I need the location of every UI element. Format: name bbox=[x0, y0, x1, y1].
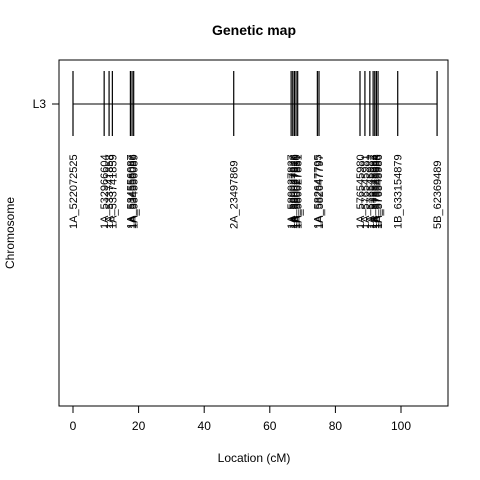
marker-label: 1A_532966604 bbox=[99, 154, 111, 229]
x-tick-label: 40 bbox=[198, 419, 212, 433]
x-tick-label: 20 bbox=[132, 419, 146, 433]
plot-frame bbox=[58, 59, 449, 407]
marker-label: 1A_576545982 bbox=[365, 154, 377, 229]
y-axis: L3 bbox=[33, 97, 59, 111]
marker-label: 1A_582647797 bbox=[314, 154, 326, 229]
x-tick-label: 100 bbox=[391, 419, 411, 433]
marker-ticks bbox=[72, 71, 438, 136]
marker-label: 1A_580027829 bbox=[289, 154, 301, 229]
marker-label: 1A_576545981 bbox=[360, 154, 372, 229]
marker-label: 1A_576545983 bbox=[368, 154, 380, 229]
marker-label: 1A_534556089 bbox=[129, 154, 141, 229]
chart-title: Genetic map bbox=[212, 22, 296, 38]
marker-labels: 1A_522072525 1A_5329666041A_5337418581A_5… bbox=[68, 154, 444, 229]
marker-label: 1B_633154879 bbox=[393, 154, 405, 229]
x-axis-title: Location (cM) bbox=[218, 451, 291, 465]
marker-label: 1A_582647795 bbox=[312, 154, 324, 229]
marker-label: 1A_580027828 bbox=[288, 154, 300, 229]
y-axis-title: Chromosome bbox=[3, 197, 17, 269]
x-axis: 0 20 40 60 80 100 bbox=[70, 405, 411, 433]
x-tick-label: 60 bbox=[263, 419, 277, 433]
marker-label: 5B_62369489 bbox=[432, 160, 444, 229]
marker-label: 1A_522072525 bbox=[68, 154, 80, 229]
marker-label: 1A_534556088 bbox=[127, 154, 139, 229]
marker-label: 1A_576545986 bbox=[373, 154, 385, 229]
marker-label: 1A_576545984 bbox=[370, 154, 382, 229]
marker-label: 1A_533741858 bbox=[104, 154, 116, 229]
marker-label: 1A_580027827 bbox=[286, 154, 298, 229]
x-tick-label: 80 bbox=[329, 419, 343, 433]
marker-label: 1A_580027831 bbox=[293, 154, 305, 229]
marker-label: 1A_580027830 bbox=[291, 154, 303, 229]
marker-label: 1A_576545985 bbox=[371, 154, 383, 229]
marker-label: 1A_576545980 bbox=[355, 154, 367, 229]
marker-label: 1A_533741859 bbox=[107, 154, 119, 229]
x-tick-label: 0 bbox=[70, 419, 77, 433]
marker-label: 1A_534556087 bbox=[125, 154, 137, 229]
marker-label: 2A_23497869 bbox=[229, 160, 241, 229]
y-tick-label-linkage-group: L3 bbox=[33, 97, 47, 111]
